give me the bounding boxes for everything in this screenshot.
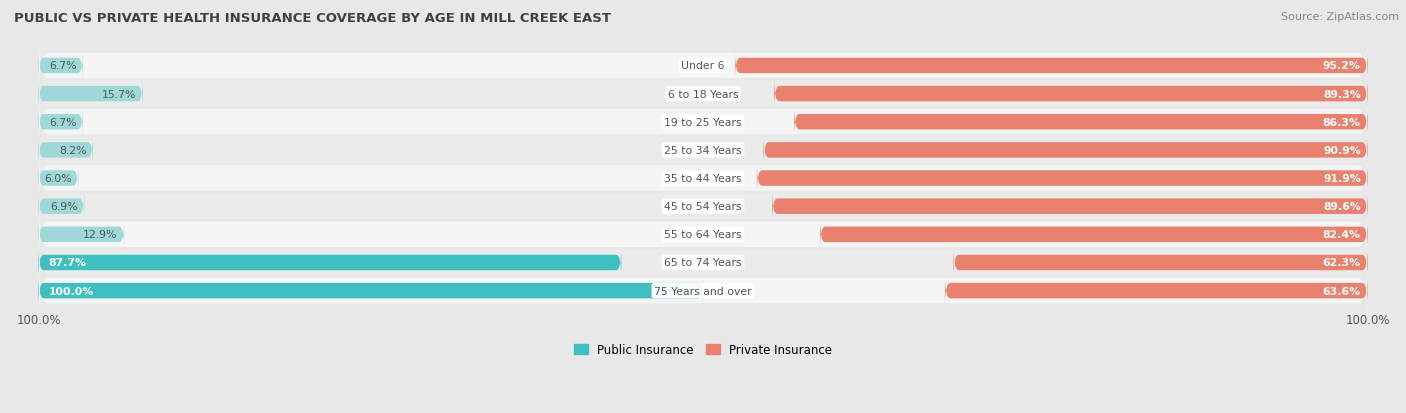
Text: 100.0%: 100.0% <box>48 286 94 296</box>
FancyBboxPatch shape <box>38 276 703 306</box>
Text: 35 to 44 Years: 35 to 44 Years <box>664 173 742 184</box>
FancyBboxPatch shape <box>38 248 621 278</box>
Text: 89.3%: 89.3% <box>1323 89 1361 100</box>
FancyBboxPatch shape <box>38 220 124 249</box>
Legend: Public Insurance, Private Insurance: Public Insurance, Private Insurance <box>569 338 837 361</box>
Text: 45 to 54 Years: 45 to 54 Years <box>664 202 742 212</box>
Text: 6.9%: 6.9% <box>51 202 77 212</box>
Text: 75 Years and over: 75 Years and over <box>654 286 752 296</box>
FancyBboxPatch shape <box>756 164 1368 193</box>
FancyBboxPatch shape <box>38 52 83 81</box>
Text: 87.7%: 87.7% <box>48 258 86 268</box>
Text: 19 to 25 Years: 19 to 25 Years <box>664 117 742 128</box>
Text: 62.3%: 62.3% <box>1323 258 1361 268</box>
FancyBboxPatch shape <box>38 136 93 165</box>
Text: 82.4%: 82.4% <box>1323 230 1361 240</box>
Text: 95.2%: 95.2% <box>1323 61 1361 71</box>
FancyBboxPatch shape <box>38 261 1368 320</box>
FancyBboxPatch shape <box>735 52 1368 81</box>
Text: 65 to 74 Years: 65 to 74 Years <box>664 258 742 268</box>
FancyBboxPatch shape <box>38 80 143 109</box>
FancyBboxPatch shape <box>38 149 1368 208</box>
Text: 89.6%: 89.6% <box>1323 202 1361 212</box>
FancyBboxPatch shape <box>38 233 1368 292</box>
Text: PUBLIC VS PRIVATE HEALTH INSURANCE COVERAGE BY AGE IN MILL CREEK EAST: PUBLIC VS PRIVATE HEALTH INSURANCE COVER… <box>14 12 612 25</box>
Text: 6.7%: 6.7% <box>49 117 76 128</box>
FancyBboxPatch shape <box>820 220 1368 249</box>
FancyBboxPatch shape <box>772 192 1368 221</box>
FancyBboxPatch shape <box>38 37 1368 96</box>
FancyBboxPatch shape <box>38 65 1368 124</box>
FancyBboxPatch shape <box>794 108 1368 137</box>
FancyBboxPatch shape <box>38 205 1368 264</box>
FancyBboxPatch shape <box>38 192 84 221</box>
Text: Source: ZipAtlas.com: Source: ZipAtlas.com <box>1281 12 1399 22</box>
Text: Under 6: Under 6 <box>682 61 724 71</box>
Text: 63.6%: 63.6% <box>1323 286 1361 296</box>
FancyBboxPatch shape <box>763 136 1368 165</box>
FancyBboxPatch shape <box>38 164 79 193</box>
Text: 6.0%: 6.0% <box>44 173 72 184</box>
FancyBboxPatch shape <box>945 276 1368 306</box>
FancyBboxPatch shape <box>775 80 1368 109</box>
Text: 86.3%: 86.3% <box>1323 117 1361 128</box>
FancyBboxPatch shape <box>38 177 1368 236</box>
Text: 25 to 34 Years: 25 to 34 Years <box>664 145 742 156</box>
FancyBboxPatch shape <box>38 93 1368 152</box>
Text: 6 to 18 Years: 6 to 18 Years <box>668 89 738 100</box>
Text: 91.9%: 91.9% <box>1323 173 1361 184</box>
Text: 6.7%: 6.7% <box>49 61 76 71</box>
FancyBboxPatch shape <box>38 121 1368 180</box>
Text: 12.9%: 12.9% <box>83 230 118 240</box>
Text: 55 to 64 Years: 55 to 64 Years <box>664 230 742 240</box>
Text: 8.2%: 8.2% <box>59 145 86 156</box>
FancyBboxPatch shape <box>953 248 1368 278</box>
Text: 90.9%: 90.9% <box>1323 145 1361 156</box>
Text: 15.7%: 15.7% <box>101 89 136 100</box>
FancyBboxPatch shape <box>38 108 83 137</box>
